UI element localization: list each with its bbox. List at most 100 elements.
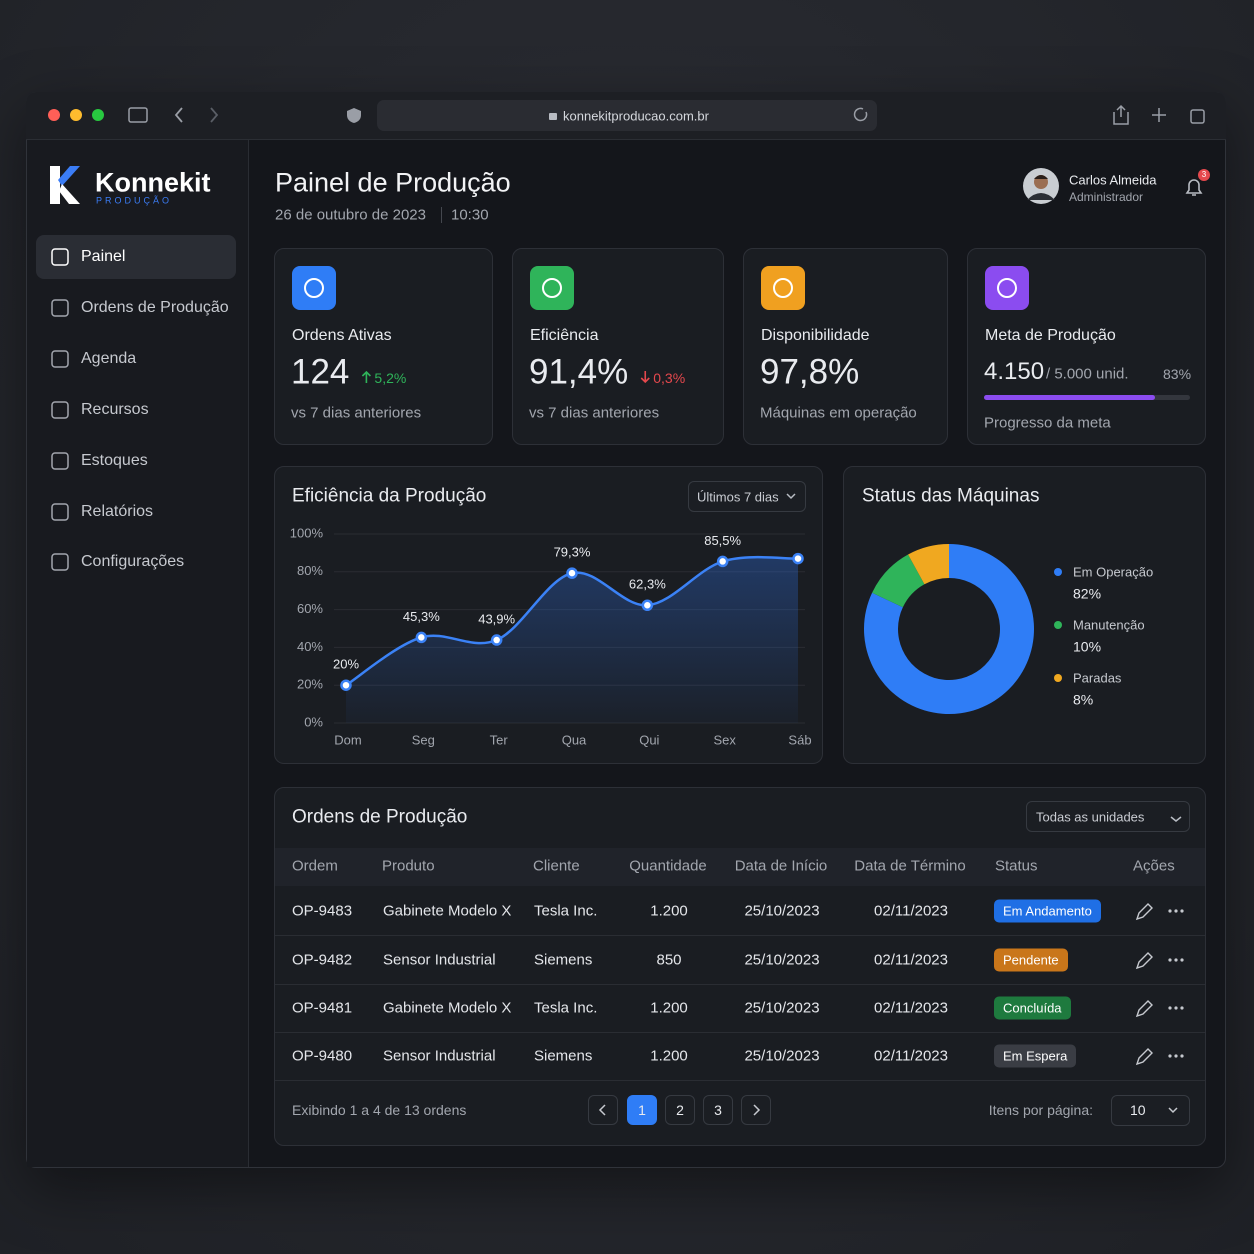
edit-button[interactable] (1135, 952, 1153, 970)
more-dot[interactable] (1168, 1054, 1172, 1058)
kpi-label: Eficiência (530, 327, 599, 344)
nav-item[interactable]: Agenda (81, 350, 137, 367)
kpi-value: 124 (291, 352, 350, 392)
line-area (346, 557, 798, 723)
nav-item[interactable]: Estoques (81, 452, 148, 469)
y-tick-label: 80% (297, 563, 323, 578)
data-label: 20% (333, 657, 359, 672)
table-cell: Siemens (534, 1047, 593, 1065)
nav-item[interactable]: Recursos (81, 401, 149, 418)
privacy-icon (347, 108, 361, 123)
nav-item[interactable]: Configurações (81, 553, 185, 570)
nav-item[interactable]: Relatórios (81, 503, 154, 520)
nav-item[interactable]: Ordens de Produção (81, 299, 229, 316)
nav-item[interactable]: Painel (81, 248, 126, 265)
trend-arrow (361, 370, 371, 383)
column-header: Cliente (533, 857, 580, 875)
data-point (566, 567, 578, 579)
zoom-button[interactable] (92, 109, 104, 121)
page-button[interactable] (627, 1095, 657, 1125)
legend-label: Manutenção (1073, 617, 1145, 632)
page-number: 1 (638, 1102, 646, 1118)
data-label: 79,3% (554, 545, 591, 560)
prev-page[interactable] (588, 1095, 618, 1125)
share-button[interactable] (1113, 104, 1129, 125)
y-tick-label: 20% (297, 677, 323, 692)
kpi-icon (985, 266, 1029, 310)
forward-button[interactable] (210, 107, 219, 123)
nav-active-bg[interactable] (36, 235, 236, 279)
brand-tagline: PRODUÇÃO (96, 195, 173, 206)
x-tick-label: Seg (412, 732, 435, 747)
more-dot[interactable] (1174, 1006, 1178, 1010)
more-dot[interactable] (1174, 1054, 1178, 1058)
legend-value: 82% (1073, 586, 1101, 602)
legend-value: 10% (1073, 639, 1101, 655)
legend-swatch (1054, 621, 1062, 629)
next-page[interactable] (741, 1095, 771, 1125)
more-dot[interactable] (1168, 1006, 1172, 1010)
nav-icon (51, 401, 69, 419)
donut-segment (864, 544, 1034, 715)
sidebar (27, 140, 249, 1167)
page-number: 2 (676, 1102, 684, 1118)
table-cell: 25/10/2023 (744, 951, 820, 969)
new-tab-button[interactable] (1152, 108, 1166, 122)
toolbar-icons (48, 100, 1205, 131)
more-dot[interactable] (1180, 909, 1184, 913)
sidebar-toggle[interactable] (128, 107, 148, 123)
back-button[interactable] (174, 107, 183, 123)
more-dot[interactable] (1180, 1006, 1184, 1010)
table-cell: Sensor Industrial (383, 951, 496, 969)
user-role: Administrador (1069, 190, 1144, 204)
user-avatar[interactable] (1022, 167, 1062, 207)
filter-text: Todas as unidades (1036, 809, 1145, 825)
url-bar[interactable] (377, 100, 877, 131)
kpi-icon-glyph (304, 278, 324, 298)
kpi-note: vs 7 dias anteriores (529, 404, 660, 422)
table-cell: OP-9483 (292, 902, 353, 920)
page-number: 3 (714, 1102, 722, 1118)
table-cell: Siemens (534, 951, 593, 969)
y-tick-label: 0% (304, 714, 323, 729)
tabs-button[interactable] (1190, 109, 1205, 124)
page-button[interactable] (665, 1095, 695, 1125)
range-dropdown[interactable] (688, 481, 806, 512)
more-dot[interactable] (1174, 958, 1178, 962)
minimize-button[interactable] (70, 109, 82, 121)
row-divider (275, 935, 1205, 936)
edit-button[interactable] (1135, 1000, 1153, 1018)
column-header: Status (995, 857, 1038, 875)
legend-label: Em Operação (1073, 564, 1153, 579)
more-dot[interactable] (1168, 958, 1172, 962)
close-button[interactable] (48, 109, 60, 121)
table-cell: 25/10/2023 (744, 902, 820, 920)
url-text: konnekitproducao.com.br (563, 108, 709, 124)
edit-button[interactable] (1135, 903, 1153, 921)
table-cell: Tesla Inc. (534, 902, 598, 920)
donut-segment (908, 544, 949, 585)
chart-title: Eficiência da Produção (292, 485, 487, 507)
page-button[interactable] (703, 1095, 733, 1125)
table-cell: 1.200 (650, 999, 688, 1017)
unit-filter[interactable] (1026, 801, 1190, 832)
edit-button[interactable] (1135, 1048, 1153, 1066)
range-text: Últimos 7 dias (697, 489, 779, 505)
notification-bell[interactable] (1182, 174, 1208, 200)
more-dot[interactable] (1174, 909, 1178, 913)
more-dot[interactable] (1180, 1054, 1184, 1058)
table-cell: 25/10/2023 (744, 999, 820, 1017)
logo-mark (50, 166, 80, 204)
per-page-select[interactable] (1111, 1095, 1190, 1126)
table-cell: 02/11/2023 (874, 999, 948, 1017)
column-header: Data de Início (734, 857, 828, 875)
more-dot[interactable] (1180, 958, 1184, 962)
reload-button[interactable] (853, 107, 868, 122)
column-header: Produto (382, 857, 435, 875)
x-tick-label: Sex (713, 732, 736, 747)
table-summary: Exibindo 1 a 4 de 13 ordens (292, 1102, 467, 1118)
user-name: Carlos Almeida (1069, 172, 1157, 188)
chart-title: Status das Máquinas (862, 485, 1040, 507)
table-cell: Gabinete Modelo X (383, 999, 512, 1017)
more-dot[interactable] (1168, 909, 1172, 913)
